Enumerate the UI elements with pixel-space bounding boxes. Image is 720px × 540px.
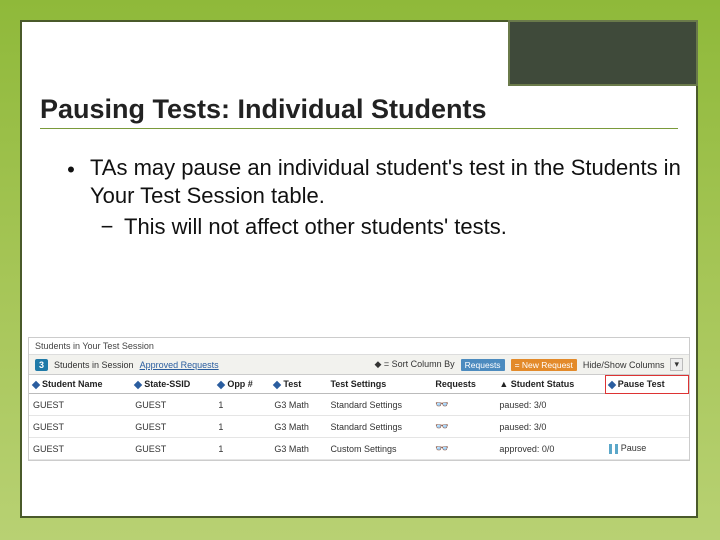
cell-requests: 👓 bbox=[431, 394, 495, 416]
table-row: GUEST GUEST 1 G3 Math Custom Settings 👓 … bbox=[29, 438, 689, 460]
cell-status: paused: 3/0 bbox=[495, 394, 604, 416]
binoculars-icon[interactable]: 👓 bbox=[435, 443, 449, 455]
bullet-text: TAs may pause an individual student's te… bbox=[90, 154, 682, 209]
requests-button[interactable]: Requests bbox=[461, 359, 505, 371]
cell-name: GUEST bbox=[29, 416, 131, 438]
cell-opp: 1 bbox=[214, 416, 270, 438]
embed-toolbar: 3 Students in Session Approved Requests … bbox=[29, 355, 689, 375]
pause-icon bbox=[609, 444, 618, 454]
sub-bullet-text: This will not affect other students' tes… bbox=[124, 213, 507, 241]
cell-requests: 👓 bbox=[431, 416, 495, 438]
cell-pause bbox=[605, 394, 689, 416]
col-test[interactable]: Test bbox=[270, 375, 326, 394]
bullet-1: • TAs may pause an individual student's … bbox=[52, 154, 682, 209]
sub-bullet-marker: − bbox=[90, 213, 124, 241]
students-table: Student Name State-SSID Opp # Test Test … bbox=[29, 375, 689, 460]
cell-settings: Standard Settings bbox=[326, 394, 431, 416]
col-requests[interactable]: Requests bbox=[431, 375, 495, 394]
binoculars-icon[interactable]: 👓 bbox=[435, 421, 449, 433]
session-count-label: Students in Session bbox=[54, 360, 134, 370]
cell-settings: Standard Settings bbox=[326, 416, 431, 438]
col-student-name[interactable]: Student Name bbox=[29, 375, 131, 394]
cell-test: G3 Math bbox=[270, 438, 326, 460]
cell-opp: 1 bbox=[214, 394, 270, 416]
approved-requests-link[interactable]: Approved Requests bbox=[140, 360, 219, 370]
col-opp[interactable]: Opp # bbox=[214, 375, 270, 394]
pause-label: Pause bbox=[621, 443, 647, 453]
new-request-button[interactable]: = New Request bbox=[511, 359, 577, 371]
slide-title: Pausing Tests: Individual Students bbox=[40, 94, 678, 129]
hideshow-toggle[interactable]: ▾ bbox=[670, 358, 683, 371]
embed-section-title: Students in Your Test Session bbox=[29, 338, 689, 355]
cell-test: G3 Math bbox=[270, 394, 326, 416]
cell-status: approved: 0/0 bbox=[495, 438, 604, 460]
cell-settings: Custom Settings bbox=[326, 438, 431, 460]
slide-frame: Pausing Tests: Individual Students • TAs… bbox=[20, 20, 698, 518]
embedded-table-screenshot: Students in Your Test Session 3 Students… bbox=[28, 337, 690, 461]
bullet-marker: • bbox=[52, 154, 90, 209]
cell-status: paused: 3/0 bbox=[495, 416, 604, 438]
cell-ssid: GUEST bbox=[131, 416, 214, 438]
cell-pause[interactable]: Pause bbox=[605, 438, 689, 460]
students-tbody: GUEST GUEST 1 G3 Math Standard Settings … bbox=[29, 394, 689, 460]
slide-content: • TAs may pause an individual student's … bbox=[52, 154, 682, 241]
cell-name: GUEST bbox=[29, 438, 131, 460]
col-pause-test[interactable]: Pause Test bbox=[605, 375, 689, 394]
cell-ssid: GUEST bbox=[131, 394, 214, 416]
corner-decoration bbox=[508, 20, 698, 86]
table-row: GUEST GUEST 1 G3 Math Standard Settings … bbox=[29, 394, 689, 416]
cell-requests: 👓 bbox=[431, 438, 495, 460]
cell-ssid: GUEST bbox=[131, 438, 214, 460]
table-row: GUEST GUEST 1 G3 Math Standard Settings … bbox=[29, 416, 689, 438]
cell-pause bbox=[605, 416, 689, 438]
cell-name: GUEST bbox=[29, 394, 131, 416]
cell-opp: 1 bbox=[214, 438, 270, 460]
col-test-settings[interactable]: Test Settings bbox=[326, 375, 431, 394]
sub-bullet-1: − This will not affect other students' t… bbox=[90, 213, 682, 241]
hideshow-columns-label: Hide/Show Columns bbox=[583, 360, 665, 370]
binoculars-icon[interactable]: 👓 bbox=[435, 399, 449, 411]
col-state-ssid[interactable]: State-SSID bbox=[131, 375, 214, 394]
session-count-badge: 3 bbox=[35, 359, 48, 371]
cell-test: G3 Math bbox=[270, 416, 326, 438]
sort-hint-label: ◆ = Sort Column By bbox=[374, 359, 454, 370]
col-student-status[interactable]: ▲ Student Status bbox=[495, 375, 604, 394]
